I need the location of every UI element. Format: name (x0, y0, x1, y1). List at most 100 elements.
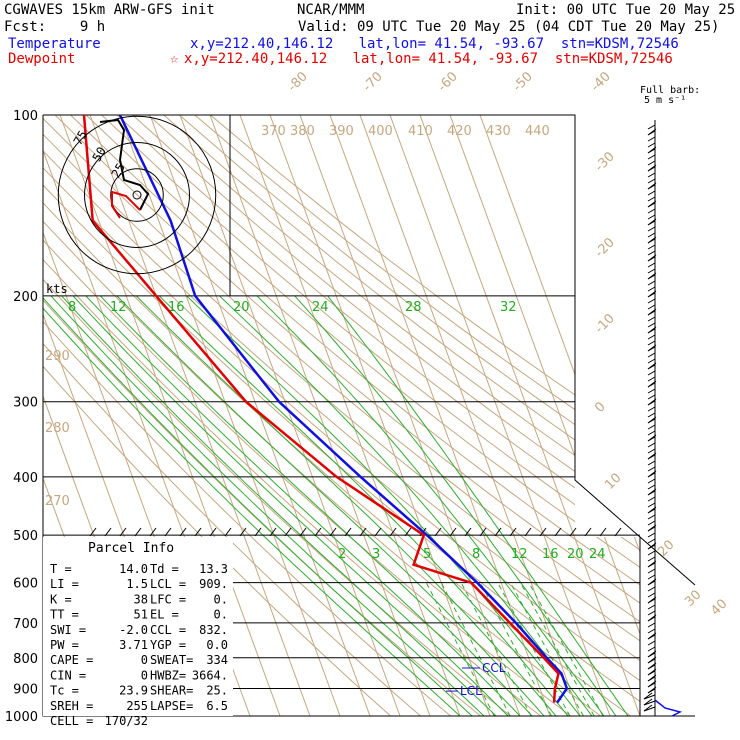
wind-barb (647, 334, 656, 340)
isotherm-label: -70 (360, 69, 386, 95)
wind-barb (647, 442, 656, 448)
parcel-field-value: 0. (214, 592, 228, 606)
hatch-mark (329, 527, 337, 537)
dry-adiabat-line (163, 115, 640, 716)
hatch-mark (269, 527, 277, 537)
wind-barb (647, 250, 656, 256)
hatch-mark (584, 527, 592, 537)
parcel-field-label: LFC = (150, 592, 186, 606)
parcel-field-value: 3664. (192, 668, 228, 682)
temperature-label: Temperature (8, 36, 101, 52)
dry-adiabat-line (178, 115, 640, 716)
wind-barb-flag (647, 614, 657, 622)
hodograph-trace-lower (111, 190, 141, 219)
mixing-ratio-label: 20 (233, 300, 250, 315)
mixing-ratio-label: 3 (372, 547, 380, 562)
parcel-field-value: 0 (141, 668, 148, 682)
wind-barb (647, 628, 656, 634)
wind-barb (647, 610, 656, 616)
parcel-field-value: 14.0 (119, 562, 148, 576)
theta-label: 440 (525, 124, 550, 139)
dry-adiabat-line (210, 115, 640, 716)
dry-adiabat-line (54, 115, 640, 716)
dewpoint-label: Dewpoint (8, 51, 76, 67)
wind-barb-flag (647, 578, 657, 586)
wind-barb (643, 694, 656, 700)
isotherm-line (239, 115, 461, 716)
theta-label: 380 (290, 124, 315, 139)
parcel-field-label: LCL = (150, 577, 186, 591)
hatch-mark (389, 527, 397, 537)
theta-label: 280 (45, 421, 70, 436)
wind-barb (647, 304, 656, 310)
wind-barb (647, 298, 656, 304)
wind-barb-flag (647, 236, 657, 244)
hatch-mark (569, 527, 577, 537)
mixing-ratio-label: 28 (405, 300, 422, 315)
wind-barb (647, 496, 656, 502)
forecast-hour: Fcst: 9 h (4, 19, 106, 35)
wind-barb-flag (647, 560, 657, 568)
hatch-mark (104, 527, 112, 537)
parcel-field-label: YGP = (150, 638, 186, 652)
hatch-mark (224, 527, 232, 537)
hatch-mark (509, 527, 517, 537)
isotherm-line (89, 115, 311, 716)
wind-barb (647, 538, 656, 544)
pressure-tick-label: 300 (13, 396, 38, 411)
wind-barb-flag (647, 674, 657, 682)
parcel-field-label: SREH = (50, 699, 93, 713)
lcl-label: LCL (460, 684, 482, 698)
parcel-field-value: 1.5 (126, 577, 148, 591)
pressure-tick-label: 900 (13, 682, 38, 697)
wind-barb (647, 154, 656, 160)
hodograph-center (132, 190, 142, 200)
parcel-field-label: LI = (50, 577, 79, 591)
wind-barb (647, 646, 656, 652)
wind-barb (647, 406, 656, 412)
wind-barb-flag (643, 698, 653, 706)
wind-barb (647, 586, 656, 592)
temperature-location: x,y=212.40,146.12 lat,lon= 41.54, -93.67… (190, 36, 679, 52)
dewpoint-location: x,y=212.40,146.12 lat,lon= 41.54, -93.67… (184, 51, 673, 67)
pressure-tick-label: 1000 (5, 710, 38, 725)
wind-barb (647, 532, 656, 538)
mixing-ratio-label: 8 (472, 547, 480, 562)
hatch-mark (314, 527, 322, 537)
org-title: NCAR/MMM (297, 2, 365, 18)
isotherm-line (119, 115, 341, 716)
wind-barb-flag (647, 668, 657, 676)
wind-barb-flag (647, 632, 657, 640)
wind-barb (647, 550, 656, 556)
wind-barb-flag (647, 218, 657, 226)
wind-barb (647, 268, 656, 274)
isotherm-line (59, 115, 281, 716)
parcel-field-label: K = (50, 592, 72, 606)
isotherm-line (329, 115, 551, 716)
isotherm-line (209, 115, 431, 716)
pressure-tick-label: 800 (13, 652, 38, 667)
wind-barb-flag (647, 524, 657, 532)
wind-barb (647, 196, 656, 202)
wind-barb-flag (647, 542, 657, 550)
wind-barb-flag (643, 704, 653, 712)
wind-barb (647, 502, 656, 508)
wind-barb (647, 514, 656, 520)
wind-barb (647, 172, 656, 178)
wind-barb (647, 388, 656, 394)
dry-adiabat-line (70, 115, 640, 716)
wind-barb-flag (647, 686, 657, 694)
wind-barb (647, 208, 656, 214)
hatch-mark (524, 527, 532, 537)
dry-adiabat-line (43, 115, 451, 716)
wind-barb (647, 556, 656, 562)
wind-barb-flag (647, 290, 657, 298)
isotherm-line (269, 115, 491, 716)
wind-barb-flag (647, 146, 657, 154)
isotherm-label: 30 (682, 588, 704, 610)
wind-barb (647, 136, 656, 142)
wind-barb (647, 640, 656, 646)
dry-adiabat-line (116, 115, 640, 716)
parcel-field-label: TT = (50, 608, 79, 622)
mixing-ratio-label: 2 (338, 547, 346, 562)
